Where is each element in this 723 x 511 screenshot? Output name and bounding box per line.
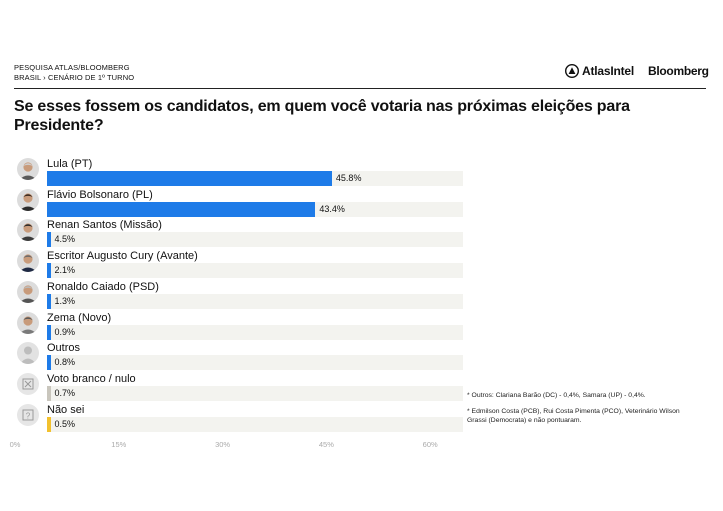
header-divider xyxy=(14,88,706,89)
category-label: Flávio Bolsonaro (PL) xyxy=(47,188,153,201)
svg-text:?: ? xyxy=(26,411,31,420)
generic-person-icon xyxy=(17,342,39,365)
data-label: 1.3% xyxy=(54,295,76,306)
bar-track xyxy=(47,416,463,432)
bar-track xyxy=(47,355,463,371)
atlas-logo-text: AtlasIntel xyxy=(582,64,635,78)
data-label: 2.1% xyxy=(54,265,76,276)
data-label: 0.7% xyxy=(54,387,76,398)
candidate-avatar xyxy=(17,250,39,273)
data-label: 45.8% xyxy=(335,173,362,183)
category-label: Ronaldo Caiado (PSD) xyxy=(47,280,159,293)
category-label: Escritor Augusto Cury (Avante) xyxy=(47,250,198,263)
candidate-avatar xyxy=(17,158,39,180)
survey-name: PESQUISA ATLAS/BLOOMBERG xyxy=(14,63,130,72)
bar xyxy=(47,293,51,309)
bar xyxy=(47,201,316,217)
bar-track xyxy=(47,263,463,279)
bar xyxy=(47,232,51,248)
question-mark-icon: ? xyxy=(17,403,39,426)
x-tick-label: 0% xyxy=(9,440,21,449)
category-label: Zema (Novo) xyxy=(47,311,112,324)
data-label: 43.4% xyxy=(319,203,345,214)
bar xyxy=(47,355,51,371)
category-label: Lula (PT) xyxy=(47,158,93,170)
survey-info: PESQUISA ATLAS/BLOOMBERG BRASIL › CENÁRI… xyxy=(14,63,134,83)
scenario-breadcrumb: BRASIL › CENÁRIO DE 1º TURNO xyxy=(14,73,135,82)
bar xyxy=(47,385,51,401)
category-label: Não sei xyxy=(47,403,85,416)
bar-track xyxy=(47,385,463,401)
bloomberg-logo: Bloomberg xyxy=(648,64,709,78)
candidate-avatar xyxy=(17,311,39,334)
candidate-avatar xyxy=(17,280,39,303)
category-label: Voto branco / nulo xyxy=(47,372,136,385)
x-tick-label: 60% xyxy=(422,440,438,449)
data-label: 0.8% xyxy=(54,357,76,368)
atlas-triangle-icon xyxy=(565,64,579,78)
x-tick-label: 15% xyxy=(111,440,127,449)
chart-title: Se esses fossem os candidatos, em quem v… xyxy=(14,98,630,134)
bar-track xyxy=(47,293,463,309)
data-label: 4.5% xyxy=(54,234,76,245)
bar xyxy=(47,263,51,279)
footnote-nao-pontuaram: * Edmilson Costa (PCB), Rui Costa Piment… xyxy=(467,408,680,424)
data-label: 0.5% xyxy=(54,418,76,429)
bar xyxy=(47,171,332,186)
bar xyxy=(47,416,51,432)
bar-track xyxy=(47,232,463,248)
category-label: Outros xyxy=(47,342,81,355)
data-label: 0.9% xyxy=(54,326,76,337)
bar-track xyxy=(47,324,463,340)
atlasintel-logo: AtlasIntel xyxy=(565,63,634,79)
candidate-avatar xyxy=(17,188,39,211)
category-label: Renan Santos (Missão) xyxy=(47,219,162,232)
blank-ballot-icon xyxy=(17,372,39,395)
bar xyxy=(47,324,51,340)
candidate-avatar xyxy=(17,219,39,242)
x-tick-label: 45% xyxy=(318,440,334,449)
footnote-outros: * Outros: Clariana Barão (DC) - 0,4%, Sa… xyxy=(467,392,646,399)
x-tick-label: 30% xyxy=(215,440,231,449)
